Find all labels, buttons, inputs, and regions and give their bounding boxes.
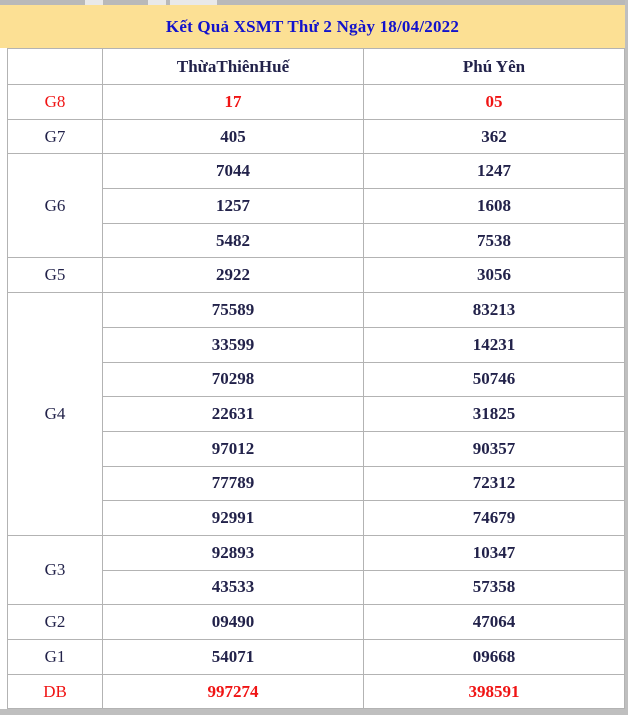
prize-value: 97012 xyxy=(102,430,364,467)
table-row: 92991 74679 xyxy=(8,500,625,536)
prize-value: 57358 xyxy=(363,569,625,606)
prize-value: 17 xyxy=(102,84,364,120)
page-top-remnant-strip xyxy=(0,0,628,5)
prize-value: 70298 xyxy=(102,361,364,398)
table-row: 43533 57358 xyxy=(8,569,625,606)
prize-value: 10347 xyxy=(363,534,625,571)
results-table-body: G8 17 05 G7 405 362 G6 7044 1247 1257 1608 5482 7538… xyxy=(7,84,625,710)
table-row: G5 2922 3056 xyxy=(7,257,625,294)
prize-value: 77789 xyxy=(102,465,364,502)
table-row: G1 54071 09668 xyxy=(7,639,625,675)
table-row: G2 09490 47064 xyxy=(7,604,625,640)
prize-value: 7044 xyxy=(102,153,364,190)
table-row: G3 92893 10347 xyxy=(7,534,625,606)
table-row: 70298 50746 xyxy=(8,361,625,398)
prize-value: 54071 xyxy=(102,639,364,675)
prize-value: 92991 xyxy=(102,500,364,536)
prize-value: 74679 xyxy=(363,500,625,536)
prize-value: 05 xyxy=(363,84,625,120)
prize-value: 90357 xyxy=(363,430,625,467)
prize-value: 43533 xyxy=(102,569,364,606)
prize-label-g1: G1 xyxy=(7,639,103,675)
prize-label-db: DB xyxy=(7,673,103,710)
prize-label-g7: G7 xyxy=(7,118,103,155)
page-bottom-gutter xyxy=(0,709,628,715)
prize-value: 362 xyxy=(363,118,625,155)
prize-label-g8: G8 xyxy=(7,84,103,120)
prize-value: 09668 xyxy=(363,639,625,675)
region-column-header: ThừaThiênHuế xyxy=(102,48,364,85)
prize-value: 1257 xyxy=(102,188,364,224)
prize-value: 09490 xyxy=(102,604,364,640)
table-row: 33599 14231 xyxy=(8,326,625,363)
prize-value: 33599 xyxy=(102,326,364,363)
prize-value: 47064 xyxy=(363,604,625,640)
top-strip-dash xyxy=(148,0,166,5)
prize-label-g2: G2 xyxy=(7,604,103,640)
prize-value: 2922 xyxy=(102,257,364,294)
prize-label-g4: G4 xyxy=(7,292,103,536)
results-title: Kết Quả XSMT Thứ 2 Ngày 18/04/2022 xyxy=(165,16,460,36)
prize-value: 50746 xyxy=(363,361,625,398)
prize-value: 3056 xyxy=(363,257,625,294)
table-row: G6 7044 1247 xyxy=(7,153,625,259)
table-row: G4 75589 83213 xyxy=(7,292,625,536)
prize-value: 14231 xyxy=(363,326,625,363)
prize-value: 398591 xyxy=(363,673,625,710)
top-strip-dash xyxy=(85,0,103,5)
prize-value: 7538 xyxy=(363,222,625,259)
region-column-header: Phú Yên xyxy=(363,48,625,85)
top-strip-dash xyxy=(170,0,217,5)
prize-value: 1608 xyxy=(363,188,625,224)
prize-value: 22631 xyxy=(102,396,364,432)
results-table-head: ThừaThiênHuế Phú Yên xyxy=(7,48,625,85)
prize-label-g3: G3 xyxy=(7,534,103,606)
prize-label-g6: G6 xyxy=(7,153,103,259)
prize-value: 72312 xyxy=(363,465,625,502)
prize-label-g5: G5 xyxy=(7,257,103,294)
prize-value: 83213 xyxy=(363,292,625,328)
prize-value: 1247 xyxy=(363,153,625,190)
table-row: 5482 7538 xyxy=(8,222,625,259)
prize-value: 31825 xyxy=(363,396,625,432)
prize-value: 997274 xyxy=(102,673,364,710)
table-row: G7 405 362 xyxy=(7,118,625,155)
prize-value: 92893 xyxy=(102,534,364,571)
table-row: 97012 90357 xyxy=(8,430,625,467)
page-right-gutter xyxy=(625,0,628,715)
prize-value: 75589 xyxy=(102,292,364,328)
prize-value: 405 xyxy=(102,118,364,155)
region-header-row: ThừaThiênHuế Phú Yên xyxy=(7,48,625,85)
table-row: G8 17 05 xyxy=(7,84,625,120)
prize-value: 5482 xyxy=(102,222,364,259)
results-title-banner: Kết Quả XSMT Thứ 2 Ngày 18/04/2022 xyxy=(0,5,625,48)
lottery-results-table: ThừaThiênHuế Phú Yên G8 17 05 G7 405 362 G6 7044… xyxy=(7,48,625,710)
prize-column-header xyxy=(7,48,103,85)
table-row: 1257 1608 xyxy=(8,188,625,224)
table-row: DB 997274 398591 xyxy=(7,673,625,710)
